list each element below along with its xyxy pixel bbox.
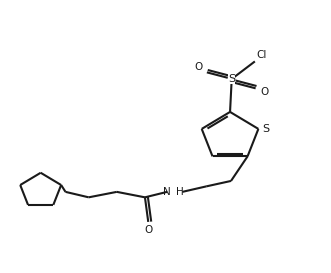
Text: H: H xyxy=(176,187,184,197)
Text: O: O xyxy=(194,61,203,72)
Text: S: S xyxy=(228,74,235,84)
Text: O: O xyxy=(261,87,269,97)
Text: N: N xyxy=(163,187,171,197)
Text: Cl: Cl xyxy=(257,50,267,60)
Text: S: S xyxy=(263,124,270,134)
Text: O: O xyxy=(144,225,152,235)
